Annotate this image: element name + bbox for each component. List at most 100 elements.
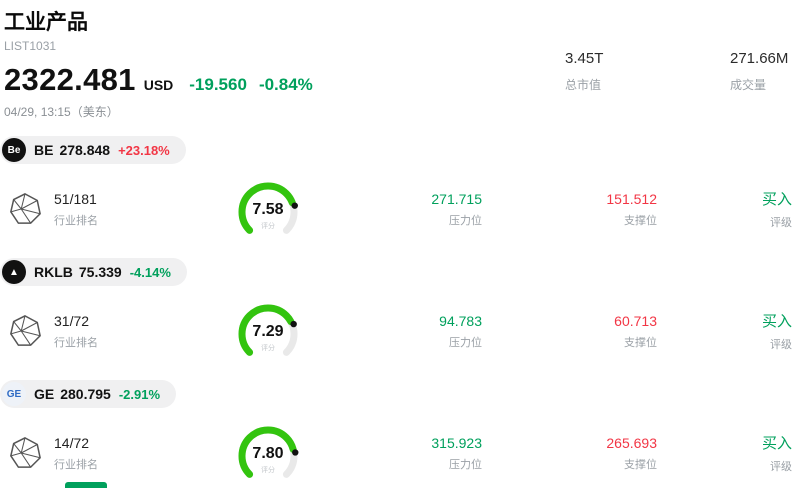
score-gauge-cell: 7.29 评分	[208, 302, 328, 360]
score-gauge-cell: 7.58 评分	[208, 180, 328, 238]
index-price-row: 2322.481 USD -19.560 -0.84%	[4, 62, 792, 98]
industry-polyhedron-icon	[8, 436, 48, 470]
cutoff-element[interactable]	[65, 482, 107, 488]
support-value: 151.512	[606, 190, 657, 207]
index-price: 2322.481	[4, 62, 136, 97]
resistance-value: 271.715	[431, 190, 482, 207]
stock-price: 75.339	[78, 264, 122, 280]
industry-rank: 14/72 行业排名	[48, 435, 158, 472]
stock-row[interactable]: GE GE 280.795 -2.91% 14/72 行业排名	[0, 380, 800, 488]
gauge-arc	[238, 426, 299, 478]
ticker-symbol: BE	[34, 142, 54, 158]
score-label: 评分	[261, 223, 275, 230]
ticker-symbol: GE	[34, 386, 55, 402]
stock-metrics: 51/181 行业排名 7.58 评分 271.715	[0, 178, 800, 240]
resistance-label: 压力位	[449, 458, 482, 471]
score-gauge: 7.29 评分	[228, 302, 308, 360]
page-header: 工业产品 LIST1031 2322.481 USD -19.560 -0.84…	[0, 0, 800, 134]
currency-label: USD	[143, 77, 174, 93]
gauge-arc	[238, 304, 298, 356]
score-gauge: 7.58 评分	[228, 180, 308, 238]
resistance-label: 压力位	[449, 336, 482, 349]
stock-change: -2.91%	[118, 386, 161, 402]
stock-change: -4.14%	[129, 264, 171, 280]
volume-stat: 271.66M 成交量	[730, 50, 788, 93]
rating-value: 买入	[761, 435, 792, 452]
rating-label: 评级	[770, 217, 792, 229]
support-label: 支撑位	[624, 458, 657, 471]
rating-cell: 买入 评级	[657, 432, 792, 474]
change-amount: -19.560	[189, 75, 247, 94]
resistance-cell: 271.715 压力位	[328, 191, 482, 228]
rank-label: 行业排名	[54, 214, 98, 227]
support-cell: 151.512 支撑位	[482, 191, 657, 228]
stock-metrics: 14/72 行业排名 7.80 评分 315.923	[0, 422, 800, 484]
stock-row[interactable]: Be BE 278.848 +23.18% 51/181 行业排名	[0, 136, 800, 258]
industry-rank: 31/72 行业排名	[48, 313, 158, 350]
support-value: 60.713	[614, 312, 657, 329]
support-label: 支撑位	[624, 214, 657, 227]
market-cap-label: 总市值	[565, 78, 602, 92]
rating-cell: 买入 评级	[657, 310, 792, 352]
stock-metrics: 31/72 行业排名 7.29 评分 94.783	[0, 300, 800, 362]
rating-cell: 买入 评级	[657, 188, 792, 230]
stock-row[interactable]: ▲ RKLB 75.339 -4.14% 31/72 行业排名	[0, 258, 800, 380]
stock-price: 280.795	[60, 386, 111, 402]
rating-label: 评级	[770, 339, 792, 351]
stock-logo: ▲	[2, 260, 26, 284]
stock-banner[interactable]: GE GE 280.795 -2.91%	[0, 380, 177, 408]
market-cap-value: 3.45T	[565, 50, 604, 67]
support-cell: 60.713 支撑位	[482, 313, 657, 350]
page-title: 工业产品	[4, 11, 88, 34]
stock-list: Be BE 278.848 +23.18% 51/181 行业排名	[0, 136, 800, 488]
rating-label: 评级	[770, 461, 792, 473]
market-cap-stat: 3.45T 总市值	[565, 50, 603, 93]
resistance-label: 压力位	[449, 214, 482, 227]
resistance-cell: 315.923 压力位	[328, 435, 482, 472]
change-percent: -0.84%	[258, 75, 313, 94]
stock-logo: Be	[2, 138, 26, 162]
volume-label: 成交量	[730, 78, 767, 92]
ticker-price: GE 280.795	[34, 386, 111, 402]
volume-value: 271.66M	[730, 50, 789, 67]
resistance-cell: 94.783 压力位	[328, 313, 482, 350]
rank-value: 31/72	[54, 312, 90, 329]
stock-price: 278.848	[59, 142, 111, 158]
stock-banner[interactable]: ▲ RKLB 75.339 -4.14%	[0, 258, 187, 286]
score-value: 7.80	[252, 445, 284, 462]
ticker-price: RKLB 75.339	[34, 264, 122, 280]
industry-polyhedron-icon	[8, 192, 48, 226]
gauge-dot-icon	[290, 320, 297, 328]
gauge-arc	[238, 182, 298, 234]
ticker-price: BE 278.848	[34, 142, 110, 158]
industry-rank: 51/181 行业排名	[48, 191, 158, 228]
score-label: 评分	[261, 345, 275, 352]
score-gauge-cell: 7.80 评分	[208, 424, 328, 482]
quote-timestamp: 04/29, 13:15（美东）	[4, 105, 119, 119]
gauge-dot-icon	[292, 449, 299, 456]
stock-banner[interactable]: Be BE 278.848 +23.18%	[0, 136, 186, 164]
ticker-symbol: RKLB	[34, 264, 73, 280]
rank-label: 行业排名	[54, 458, 98, 471]
rank-value: 51/181	[54, 190, 97, 207]
resistance-value: 315.923	[431, 434, 482, 451]
rank-label: 行业排名	[54, 336, 98, 349]
score-value: 7.29	[252, 323, 284, 340]
gauge-dot-icon	[291, 202, 298, 209]
stock-logo: GE	[2, 382, 26, 406]
support-label: 支撑位	[624, 336, 657, 349]
list-id: LIST1031	[4, 39, 57, 53]
rank-value: 14/72	[54, 434, 90, 451]
industry-polyhedron-icon	[8, 314, 48, 348]
score-gauge: 7.80 评分	[228, 424, 308, 482]
rating-value: 买入	[761, 191, 792, 208]
support-value: 265.693	[606, 434, 657, 451]
resistance-value: 94.783	[439, 312, 482, 329]
index-change: -19.560 -0.84%	[189, 75, 313, 95]
stock-change: +23.18%	[118, 142, 170, 158]
score-label: 评分	[261, 467, 275, 474]
rating-value: 买入	[761, 313, 792, 330]
score-value: 7.58	[252, 201, 284, 218]
support-cell: 265.693 支撑位	[482, 435, 657, 472]
